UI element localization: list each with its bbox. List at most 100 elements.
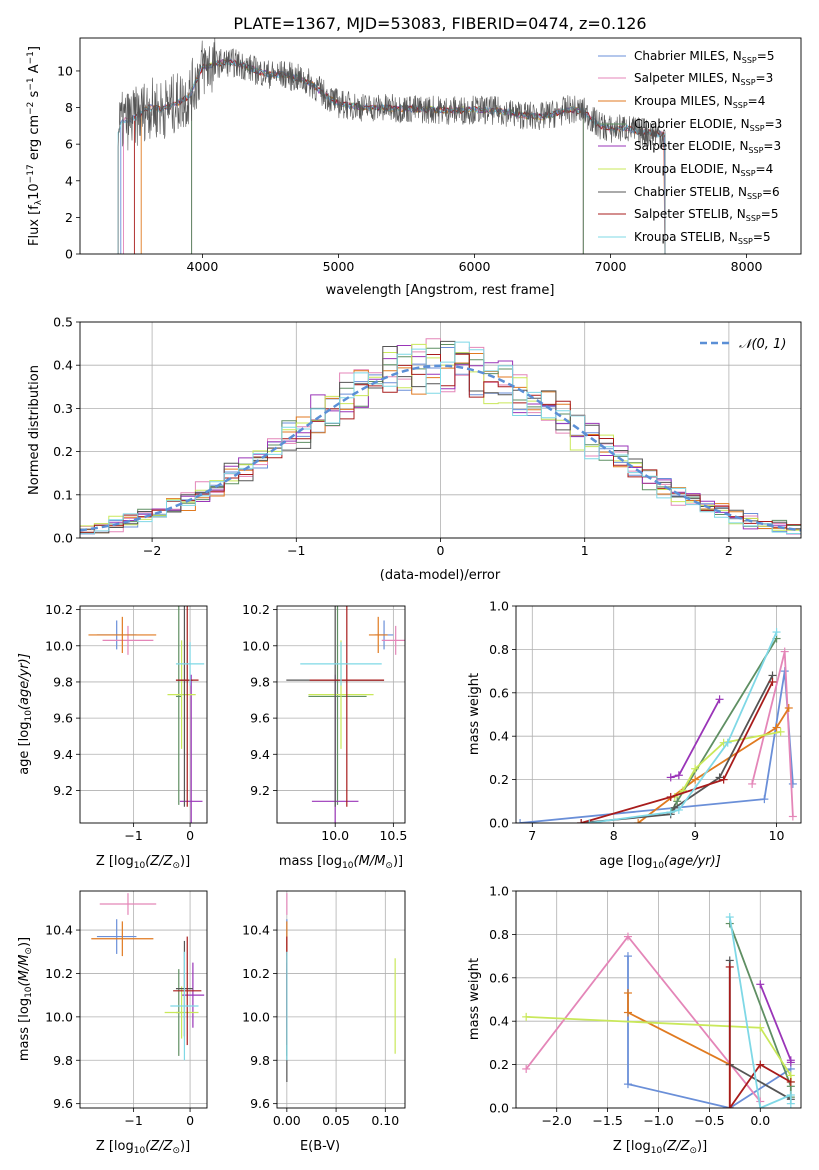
x-tick-label: −1.5 <box>592 1113 622 1128</box>
y-tick-label: 10.2 <box>45 602 73 617</box>
histogram-xlabel: (data-model)/error <box>380 568 501 583</box>
plot-area <box>88 606 205 823</box>
weight-marker <box>723 738 732 747</box>
spectrum-ylabel: Flux [fλ10−17 erg cm−2 s−1 A−1] <box>26 46 44 246</box>
weight-marker <box>748 779 757 788</box>
y-tick-label: 0.8 <box>489 927 509 942</box>
x-tick-label: 0 <box>186 1113 194 1128</box>
weight-marker <box>666 773 675 782</box>
spectrum-line <box>133 58 666 254</box>
weight-marker <box>788 779 797 788</box>
legend-label: Salpeter STELIB, NSSP=5 <box>634 207 778 223</box>
weight-marker <box>516 819 525 823</box>
gridlines <box>80 891 207 1108</box>
axes-frame <box>515 890 802 1109</box>
mass-vs-Z-ylabel: mass [log10(M/M⊙)] <box>17 937 34 1061</box>
age-vs-metallicity-panel: −1 09.29.49.69.810.010.2 Z [log10(Z/Z⊙)] … <box>17 602 208 871</box>
plot-area <box>286 606 405 823</box>
y-tick-label: 10.2 <box>242 966 270 981</box>
y-tick-label: 10.2 <box>45 966 73 981</box>
weight-marker <box>666 792 675 801</box>
x-tick-label: −1 <box>287 543 305 558</box>
weight-marker <box>780 647 789 656</box>
y-tick-label: 9.8 <box>53 674 73 689</box>
x-tick-label: −2 <box>143 543 161 558</box>
x-tick-label: 0 <box>186 828 194 843</box>
residual-histogram-panel: −2 −1 0 1 2 0.0 0.1 0.2 0.3 0.4 0.5 (data-model)/e… <box>27 315 802 583</box>
errorbar-point <box>309 606 385 807</box>
plot-area <box>117 38 666 254</box>
axes-frame <box>515 605 802 824</box>
errorbar-point <box>99 893 157 915</box>
weight-marker <box>786 1090 795 1099</box>
y-tick-label: 0.6 <box>489 685 509 700</box>
y-tick-label: 0 <box>65 247 73 262</box>
legend-label: Chabrier STELIB, NSSP=6 <box>634 185 780 201</box>
y-tick-label: 0.4 <box>489 729 509 744</box>
weight-marker <box>719 775 728 784</box>
y-tick-label: 4 <box>65 173 73 188</box>
axes-frame <box>79 321 802 539</box>
weight-marker <box>788 812 797 821</box>
axes-frame <box>276 605 406 824</box>
weight-marker <box>756 980 765 989</box>
errorbar-point <box>164 986 199 1039</box>
age-vs-Z-ylabel: age [log10(age/yr)] <box>17 653 34 775</box>
mass-vs-metallicity-panel: −1 0 9.6 9.8 10.0 10.2 10.4 Z [log10(Z/Z⊙)] ma… <box>17 890 208 1156</box>
weight-marker <box>623 952 632 961</box>
weight-marker <box>776 727 785 736</box>
legend-entry: Kroupa MILES, NSSP=4 <box>598 94 765 110</box>
y-tick-label: 9.4 <box>53 747 73 762</box>
weight-marker <box>691 764 700 773</box>
weight-marker <box>725 913 734 922</box>
weight-marker <box>784 703 793 712</box>
axes-frame <box>79 37 802 255</box>
y-tick-label: 10.0 <box>242 1009 270 1024</box>
weight-marker <box>666 808 675 817</box>
y-tick-label: 9.8 <box>250 1053 270 1068</box>
x-tick-label: 0.05 <box>322 1113 350 1128</box>
x-tick-label: 0.00 <box>273 1113 301 1128</box>
spectrum-xlabel: wavelength [Angstrom, rest frame] <box>326 283 555 298</box>
errorbar-point <box>167 640 196 749</box>
x-tick-label: −1 <box>124 828 142 843</box>
y-tick-label: 10.0 <box>45 1009 73 1024</box>
x-tick-label: 7000 <box>595 259 627 274</box>
spectrum-line <box>117 38 666 254</box>
errorbar-point <box>175 606 199 807</box>
weight-line <box>669 638 778 813</box>
y-tick-label: 0.0 <box>489 816 509 831</box>
weight-marker <box>522 1064 531 1073</box>
legend-label: Chabrier ELODIE, NSSP=3 <box>634 117 782 133</box>
legend-entry: Salpeter MILES, NSSP=3 <box>598 71 773 87</box>
spectrum-line <box>191 59 584 254</box>
weight-marker <box>756 1060 765 1069</box>
x-tick-label: 5000 <box>323 259 355 274</box>
weight-vs-Z-xlabel: Z [log10(Z/Z⊙)] <box>613 1139 707 1156</box>
errorbar-point <box>381 625 405 655</box>
x-tick-label: −0.5 <box>694 1113 724 1128</box>
y-tick-label: 0.2 <box>53 444 73 459</box>
legend-entry: Chabrier MILES, NSSP=5 <box>598 49 774 65</box>
axes-frame <box>79 605 208 824</box>
gridlines <box>516 605 801 824</box>
y-tick-label: 0.8 <box>489 642 509 657</box>
plot-area <box>80 338 801 535</box>
weight-vs-metallicity-panel: −2.0 −1.5 −1.0 −0.5 0.0 0.0 0.2 0.4 0.6 0.8 1.0 Z … <box>467 884 802 1156</box>
legend-entry: Salpeter ELODIE, NSSP=3 <box>598 139 781 155</box>
axes-frame <box>276 890 406 1109</box>
legend-entry: Kroupa STELIB, NSSP=5 <box>598 230 771 246</box>
plot-area <box>91 893 205 1061</box>
y-tick-label: 6 <box>65 137 73 152</box>
y-tick-label: 0.2 <box>489 772 509 787</box>
spectrum-panel: 4000 5000 6000 7000 8000 0 2 4 6 8 10 wavelength [… <box>26 37 802 298</box>
y-tick-label: 0.6 <box>489 970 509 985</box>
legend-entry: Chabrier ELODIE, NSSP=3 <box>598 117 782 133</box>
weight-marker <box>725 1104 734 1108</box>
weight-marker <box>756 1023 765 1032</box>
y-tick-label: 0.4 <box>489 1014 509 1029</box>
x-tick-label: 9 <box>691 828 699 843</box>
weight-marker <box>768 677 777 686</box>
spectrum-legend: Chabrier MILES, NSSP=5 Salpeter MILES, N… <box>598 49 782 246</box>
weight-vs-age-xlabel: age [log10(age/yr)] <box>599 854 721 871</box>
